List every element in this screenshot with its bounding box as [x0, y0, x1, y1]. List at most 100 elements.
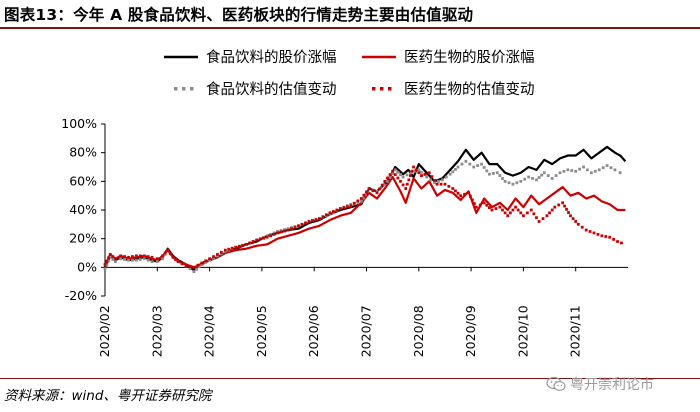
data-point	[522, 214, 525, 218]
data-point	[525, 211, 529, 215]
data-point	[375, 191, 379, 195]
data-point	[567, 211, 570, 214]
data-point	[618, 171, 622, 175]
data-point	[196, 263, 200, 267]
data-point	[548, 211, 551, 215]
data-point	[197, 265, 201, 269]
data-point	[494, 207, 498, 210]
data-point	[506, 214, 510, 218]
data-point	[163, 251, 167, 255]
data-point	[478, 203, 482, 207]
data-point	[532, 212, 536, 216]
data-point	[574, 220, 578, 223]
data-point	[553, 205, 557, 209]
data-point	[335, 208, 339, 212]
data-point	[103, 267, 107, 271]
data-point	[114, 257, 117, 261]
data-point	[349, 204, 353, 208]
data-point	[613, 168, 617, 172]
data-point	[188, 265, 192, 269]
data-point	[386, 176, 389, 180]
data-point	[609, 166, 613, 170]
data-point	[192, 265, 196, 269]
data-point	[265, 234, 269, 238]
data-point	[325, 213, 328, 217]
data-point	[485, 203, 489, 207]
legend-dot	[388, 87, 392, 91]
data-point	[279, 229, 283, 232]
data-point	[393, 168, 397, 172]
data-point	[138, 258, 142, 261]
data-point	[216, 253, 219, 256]
data-point	[107, 256, 110, 260]
data-point	[597, 168, 601, 172]
data-point	[592, 231, 596, 235]
data-point	[134, 254, 138, 258]
data-point	[456, 165, 460, 169]
data-point	[328, 211, 332, 215]
data-point	[150, 260, 154, 263]
data-point	[304, 221, 307, 225]
data-point	[146, 255, 150, 258]
data-point	[463, 192, 466, 196]
data-point	[155, 260, 159, 263]
data-point	[283, 229, 286, 233]
x-tick-label: 2020/07	[359, 305, 374, 357]
legend-dot	[380, 87, 384, 91]
legend-swatch	[372, 87, 392, 91]
data-point	[468, 162, 472, 166]
legend-dot	[190, 87, 194, 91]
title-divider	[0, 27, 700, 29]
axes: -20% 0% 20% 40% 60% 80% 100% 2020/02 2020/03 2020…	[61, 116, 628, 357]
data-point	[425, 175, 429, 179]
data-point	[219, 250, 223, 254]
data-point	[472, 165, 476, 169]
data-point	[192, 270, 196, 274]
data-point	[588, 230, 592, 233]
data-point	[545, 214, 549, 218]
data-point	[208, 257, 211, 261]
data-point	[423, 172, 427, 176]
data-point	[444, 175, 448, 179]
data-point	[234, 245, 238, 249]
data-point	[212, 255, 215, 258]
data-point	[331, 210, 335, 213]
data-point	[345, 205, 349, 209]
data-point	[391, 172, 395, 176]
data-point	[589, 171, 593, 175]
data-point	[338, 207, 342, 210]
legend-label: 食品饮料的股价涨幅	[206, 49, 337, 66]
data-point	[596, 232, 600, 236]
data-point	[204, 260, 208, 264]
data-point	[356, 199, 360, 203]
data-point	[571, 217, 575, 220]
data-point	[570, 169, 574, 172]
data-point	[471, 198, 474, 202]
data-point	[498, 174, 502, 177]
data-point	[262, 236, 266, 240]
data-point	[103, 263, 107, 266]
data-point	[111, 255, 115, 258]
legend-label: 食品饮料的估值变动	[206, 81, 337, 98]
data-point	[413, 169, 417, 173]
data-point	[480, 162, 483, 166]
data-point	[359, 197, 363, 200]
data-point	[352, 201, 356, 205]
legend-swatch	[174, 87, 194, 91]
data-point	[440, 178, 444, 182]
data-point	[142, 257, 146, 261]
x-tick-label: 2020/11	[568, 305, 583, 357]
data-point	[200, 263, 204, 266]
data-point	[134, 258, 138, 262]
data-point	[412, 165, 415, 169]
data-point	[511, 208, 515, 212]
watermark: 粤开崇利论市	[546, 374, 654, 394]
x-tick-label: 2020/05	[254, 305, 269, 357]
data-point	[584, 228, 588, 232]
data-point	[272, 232, 276, 236]
data-point	[163, 253, 167, 256]
wechat-icon	[546, 376, 566, 391]
data-point	[586, 168, 589, 172]
data-point	[407, 178, 411, 182]
